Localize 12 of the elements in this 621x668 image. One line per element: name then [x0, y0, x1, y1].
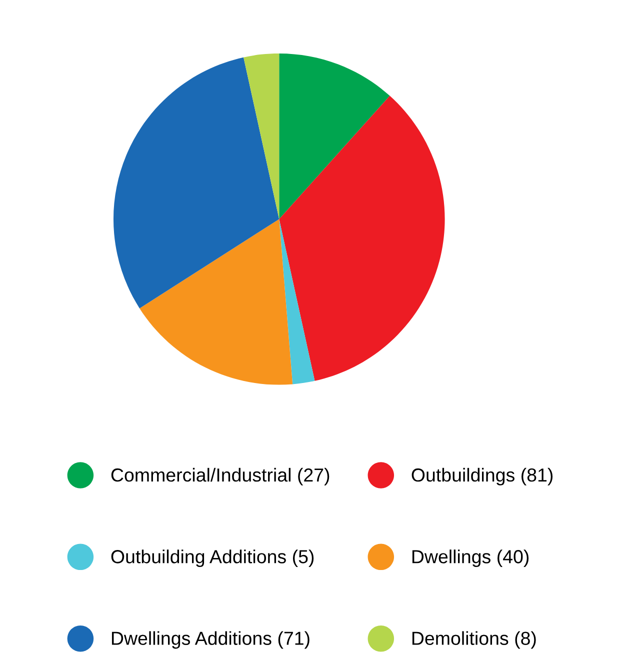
- pie-slice: [279, 96, 445, 381]
- pie-slice: [244, 53, 280, 220]
- pie-slice: [113, 57, 280, 308]
- legend-label: Dwellings (40): [412, 550, 529, 568]
- legend-label: Demolitions (8): [412, 631, 536, 649]
- pie-slice: [140, 219, 293, 385]
- legend-label: Outbuildings (81): [412, 468, 553, 486]
- pie-slice: [279, 219, 315, 384]
- legend-label: Commercial/Industrial (27): [111, 468, 330, 486]
- legend-label: Dwellings Additions (71): [112, 631, 310, 649]
- legend-label: Outbuilding Additions (5): [111, 550, 314, 568]
- pie-slice: [279, 53, 390, 220]
